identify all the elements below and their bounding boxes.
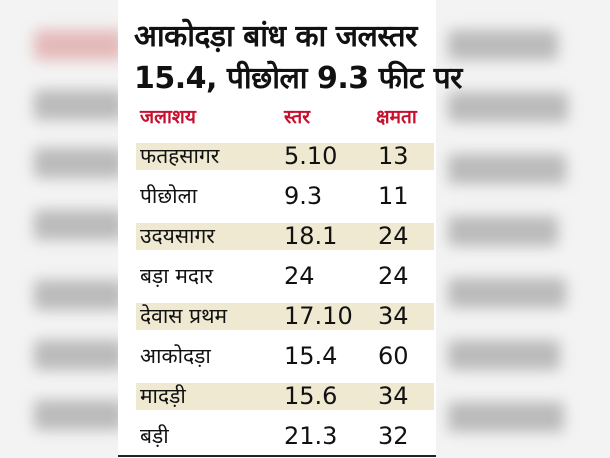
reservoir-level: 17.10 [284, 302, 353, 330]
reservoir-table: फतहसागर 5.10 13 पीछोला 9.3 11 उदयसागर 18… [136, 138, 434, 458]
blurred-bar [448, 92, 568, 122]
reservoir-name: बड़ी [140, 424, 169, 448]
blurred-bar [448, 30, 558, 60]
table-row: देवास प्रथम 17.10 34 [136, 298, 434, 338]
reservoir-level: 15.4 [284, 342, 338, 370]
blurred-background-right [444, 0, 610, 458]
table-row: फतहसागर 5.10 13 [136, 138, 434, 178]
table-row: बड़ा मदार 24 24 [136, 258, 434, 298]
reservoir-name: फतहसागर [140, 144, 220, 168]
blurred-bar [34, 90, 124, 120]
headline-line-2: 15.4, पीछोला 9.3 फीट पर [134, 61, 462, 96]
column-header-reservoir: जलाशय [140, 106, 196, 128]
blurred-bar [34, 148, 124, 178]
blurred-bar [34, 400, 124, 430]
reservoir-level: 24 [284, 262, 315, 290]
column-header-level: स्तर [284, 106, 310, 128]
reservoir-capacity: 11 [378, 182, 409, 210]
blurred-background-left [0, 0, 126, 458]
table-row: आकोदड़ा 15.4 60 [136, 338, 434, 378]
blurred-bar [34, 280, 124, 310]
reservoir-capacity: 32 [378, 422, 409, 450]
reservoir-capacity: 34 [378, 382, 409, 410]
table-row: मादड़ी 15.6 34 [136, 378, 434, 418]
reservoir-capacity: 13 [378, 142, 409, 170]
headline-line-1: आकोदड़ा बांध का जलस्तर [134, 19, 417, 54]
reservoir-name: बड़ा मदार [140, 264, 214, 288]
reservoir-level: 5.10 [284, 142, 338, 170]
bottom-divider [118, 455, 436, 457]
column-header-capacity: क्षमता [376, 106, 417, 128]
blurred-bar [448, 340, 560, 370]
blurred-bar [448, 278, 566, 308]
reservoir-name: आकोदड़ा [140, 344, 211, 368]
reservoir-capacity: 24 [378, 262, 409, 290]
reservoir-level-card: आकोदड़ा बांध का जलस्तर 15.4, पीछोला 9.3 … [118, 0, 462, 458]
reservoir-capacity: 34 [378, 302, 409, 330]
reservoir-name: मादड़ी [140, 384, 186, 408]
reservoir-level: 21.3 [284, 422, 338, 450]
blurred-bar [34, 340, 124, 370]
reservoir-level: 18.1 [284, 222, 338, 250]
reservoir-level: 15.6 [284, 382, 338, 410]
reservoir-capacity: 60 [378, 342, 409, 370]
blurred-bar [448, 154, 566, 184]
blurred-bar [448, 402, 564, 432]
table-row: उदयसागर 18.1 24 [136, 218, 434, 258]
reservoir-level: 9.3 [284, 182, 323, 210]
table-row: बड़ी 21.3 32 [136, 418, 434, 458]
table-row: पीछोला 9.3 11 [136, 178, 434, 218]
reservoir-name: उदयसागर [140, 224, 215, 248]
reservoir-name: पीछोला [140, 184, 198, 208]
reservoir-name: देवास प्रथम [140, 304, 228, 328]
blurred-bar [34, 30, 124, 60]
blurred-bar [448, 216, 558, 246]
blurred-bar [34, 210, 124, 240]
reservoir-capacity: 24 [378, 222, 409, 250]
